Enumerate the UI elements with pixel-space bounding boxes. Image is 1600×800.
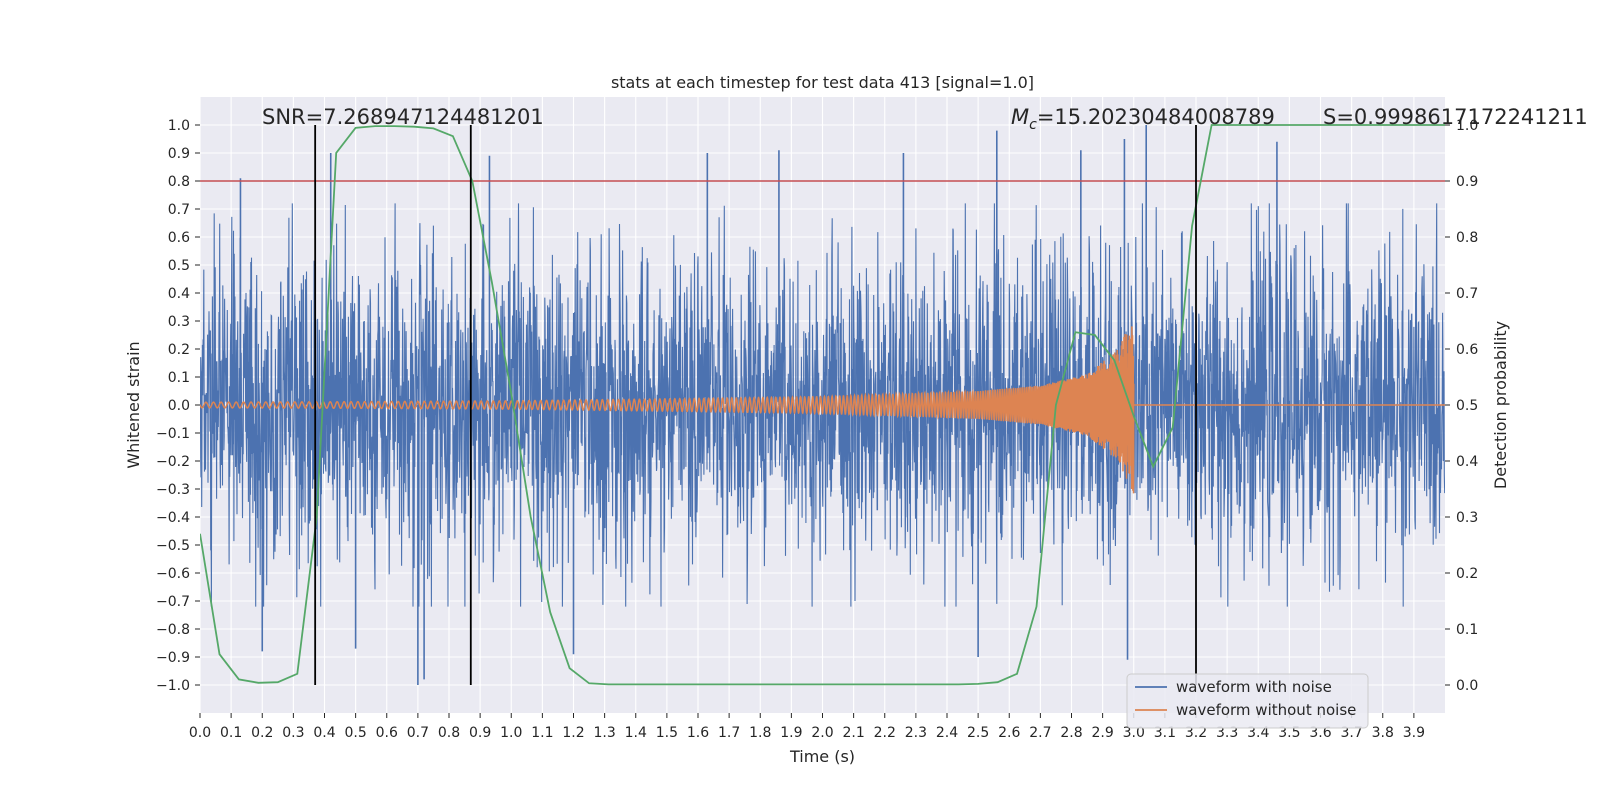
- x-tick-label: 1.4: [625, 725, 647, 741]
- x-tick-label: 2.3: [905, 725, 927, 741]
- x-tick-label: 0.6: [376, 725, 398, 741]
- y-right-tick-label: 0.9: [1456, 174, 1478, 190]
- detection-probability-line: [200, 124, 1445, 686]
- y-tick-label: 1.0: [168, 118, 190, 134]
- x-tick-label: 3.3: [1216, 725, 1238, 741]
- x-axis-label: Time (s): [789, 747, 855, 766]
- y-tick-label: −0.6: [156, 566, 190, 582]
- x-tick-label: 0.4: [313, 725, 335, 741]
- y-tick-label: −0.7: [156, 594, 190, 610]
- x-tick-label: 0.5: [344, 725, 366, 741]
- x-tick-label: 0.3: [282, 725, 304, 741]
- snr-annotation: SNR=7.268947124481201: [262, 105, 544, 129]
- x-tick-label: 3.0: [1123, 725, 1145, 741]
- chart-title: stats at each timestep for test data 413…: [611, 73, 1034, 92]
- x-tick-label: 0.8: [438, 725, 460, 741]
- y-tick-label: −0.3: [156, 482, 190, 498]
- x-tick-label: 0.9: [469, 725, 491, 741]
- y-right-axis-label: Detection probability: [1491, 321, 1510, 489]
- legend: waveform with noise waveform without nois…: [1126, 673, 1369, 729]
- x-tick-label: 0.7: [407, 725, 429, 741]
- y-tick-label: 0.3: [168, 314, 190, 330]
- x-tick-label: 2.9: [1091, 725, 1113, 741]
- axes: 0.0 0.1 0.2 0.3 0.4 0.5 0.6 0.7 0.8 0.9 1.0 1.1 1.2 1…: [156, 118, 1478, 741]
- x-tick-label: 3.5: [1278, 725, 1300, 741]
- y-axis-label: Whitened strain: [124, 341, 143, 468]
- y-right-tick-label: 0.6: [1456, 342, 1478, 358]
- y-tick-label: −1.0: [156, 678, 190, 694]
- y-right-tick-label: 0.7: [1456, 286, 1478, 302]
- x-tick-label: 2.8: [1060, 725, 1082, 741]
- x-tick-label: 0.1: [220, 725, 242, 741]
- x-tick-label: 1.2: [562, 725, 584, 741]
- x-tick-label: 2.7: [1029, 725, 1051, 741]
- x-tick-label: 1.0: [500, 725, 522, 741]
- s-annotation: S=0.9998617172241211: [1323, 105, 1588, 129]
- x-tick-label: 2.1: [842, 725, 864, 741]
- x-tick-label: 2.4: [936, 725, 958, 741]
- y-tick-label: −0.9: [156, 650, 190, 666]
- y-tick-label: 0.2: [168, 342, 190, 358]
- x-tick-label: 1.1: [531, 725, 553, 741]
- x-tick-label: 2.6: [998, 725, 1020, 741]
- x-tick-label: 0.2: [251, 725, 273, 741]
- y-right-tick-label: 1.0: [1456, 118, 1478, 134]
- x-tick-label: 0.0: [189, 725, 211, 741]
- x-tick-label: 3.7: [1340, 725, 1362, 741]
- x-tick-label: 1.7: [718, 725, 740, 741]
- x-tick-label: 1.3: [593, 725, 615, 741]
- x-tick-label: 3.1: [1154, 725, 1176, 741]
- noisy-waveform-line: [200, 203, 1445, 607]
- x-tick-label: 1.9: [780, 725, 802, 741]
- legend-label: waveform with noise: [1176, 678, 1332, 696]
- y-tick-label: 0.1: [168, 370, 190, 386]
- y-tick-label: 0.9: [168, 146, 190, 162]
- y-right-tick-label: 0.3: [1456, 510, 1478, 526]
- legend-box: [1126, 673, 1369, 729]
- y-right-tick-label: 0.4: [1456, 454, 1478, 470]
- plot-content: [200, 124, 1445, 686]
- y-tick-label: 0.0: [168, 398, 190, 414]
- x-tick-label: 3.2: [1185, 725, 1207, 741]
- x-tick-label: 3.9: [1403, 725, 1425, 741]
- y-right-tick-label: 0.5: [1456, 398, 1478, 414]
- y-right-tick-label: 0.1: [1456, 622, 1478, 638]
- clean-waveform-line: [200, 326, 1135, 494]
- y-tick-label: −0.5: [156, 538, 190, 554]
- x-tick-label: 3.8: [1372, 725, 1394, 741]
- y-tick-label: −0.2: [156, 454, 190, 470]
- y-right-tick-label: 0.8: [1456, 230, 1478, 246]
- x-tick-label: 2.0: [811, 725, 833, 741]
- y-tick-label: 0.5: [168, 258, 190, 274]
- x-tick-label: 2.5: [967, 725, 989, 741]
- y-tick-label: 0.8: [168, 174, 190, 190]
- y-tick-label: 0.4: [168, 286, 190, 302]
- x-tick-label: 3.6: [1309, 725, 1331, 741]
- y-tick-label: −0.4: [156, 510, 190, 526]
- y-tick-label: −0.8: [156, 622, 190, 638]
- y-tick-label: 0.7: [168, 202, 190, 218]
- legend-label: waveform without noise: [1176, 701, 1356, 719]
- y-tick-label: 0.6: [168, 230, 190, 246]
- x-tick-label: 1.6: [687, 725, 709, 741]
- y-right-tick-label: 0.0: [1456, 678, 1478, 694]
- x-tick-label: 3.4: [1247, 725, 1269, 741]
- x-tick-label: 1.8: [749, 725, 771, 741]
- x-tick-label: 1.5: [656, 725, 678, 741]
- labels: stats at each timestep for test data 413…: [124, 73, 1588, 766]
- x-tick-label: 2.2: [874, 725, 896, 741]
- y-tick-label: −0.1: [156, 426, 190, 442]
- y-right-tick-label: 0.2: [1456, 566, 1478, 582]
- mc-annotation: Mc=15.20230484008789: [1011, 105, 1275, 133]
